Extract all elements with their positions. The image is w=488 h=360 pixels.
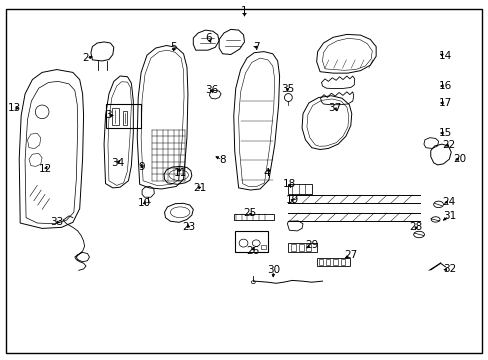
Text: 31: 31 — [442, 211, 455, 221]
Text: 26: 26 — [246, 246, 259, 256]
Text: 21: 21 — [193, 183, 206, 193]
Text: 5: 5 — [170, 42, 177, 52]
Text: 8: 8 — [219, 155, 225, 165]
Text: 30: 30 — [266, 265, 280, 275]
Bar — [261, 244, 265, 249]
Bar — [233, 214, 273, 220]
Bar — [112, 108, 119, 125]
Text: 25: 25 — [243, 208, 257, 218]
Bar — [318, 259, 323, 265]
Text: 4: 4 — [263, 168, 269, 178]
Bar — [288, 243, 316, 252]
Bar — [105, 104, 141, 128]
Bar — [340, 259, 344, 265]
Text: 18: 18 — [282, 179, 295, 189]
Text: 36: 36 — [204, 85, 218, 95]
Text: 17: 17 — [438, 98, 451, 108]
Text: 15: 15 — [438, 129, 451, 138]
Text: 32: 32 — [442, 264, 455, 274]
Bar — [298, 244, 303, 251]
Text: 24: 24 — [442, 197, 455, 207]
Text: 20: 20 — [452, 154, 466, 164]
Text: 3: 3 — [105, 111, 112, 121]
Bar — [306, 244, 311, 251]
Text: 7: 7 — [253, 42, 260, 52]
Text: 16: 16 — [438, 81, 451, 91]
Bar — [290, 244, 295, 251]
Text: 27: 27 — [344, 250, 357, 260]
Bar — [316, 258, 349, 266]
Text: 14: 14 — [438, 51, 451, 61]
Text: 1: 1 — [241, 6, 247, 17]
Text: 12: 12 — [39, 164, 52, 174]
Text: 37: 37 — [328, 103, 341, 113]
Text: 13: 13 — [8, 103, 21, 113]
Text: 10: 10 — [138, 198, 151, 208]
Text: 29: 29 — [305, 239, 318, 249]
Text: 2: 2 — [82, 53, 89, 63]
Text: 35: 35 — [280, 84, 293, 94]
Text: 6: 6 — [204, 33, 211, 43]
Text: 19: 19 — [285, 195, 298, 205]
Text: 22: 22 — [442, 140, 455, 150]
Text: 11: 11 — [173, 168, 186, 178]
Text: 9: 9 — [139, 162, 145, 172]
Bar — [325, 259, 330, 265]
Bar — [332, 259, 337, 265]
Text: 33: 33 — [50, 217, 63, 227]
Bar — [122, 111, 127, 125]
Text: 28: 28 — [408, 222, 422, 231]
Bar — [288, 184, 311, 194]
Bar — [234, 231, 267, 252]
Text: 23: 23 — [182, 222, 195, 231]
Text: 34: 34 — [111, 158, 124, 168]
